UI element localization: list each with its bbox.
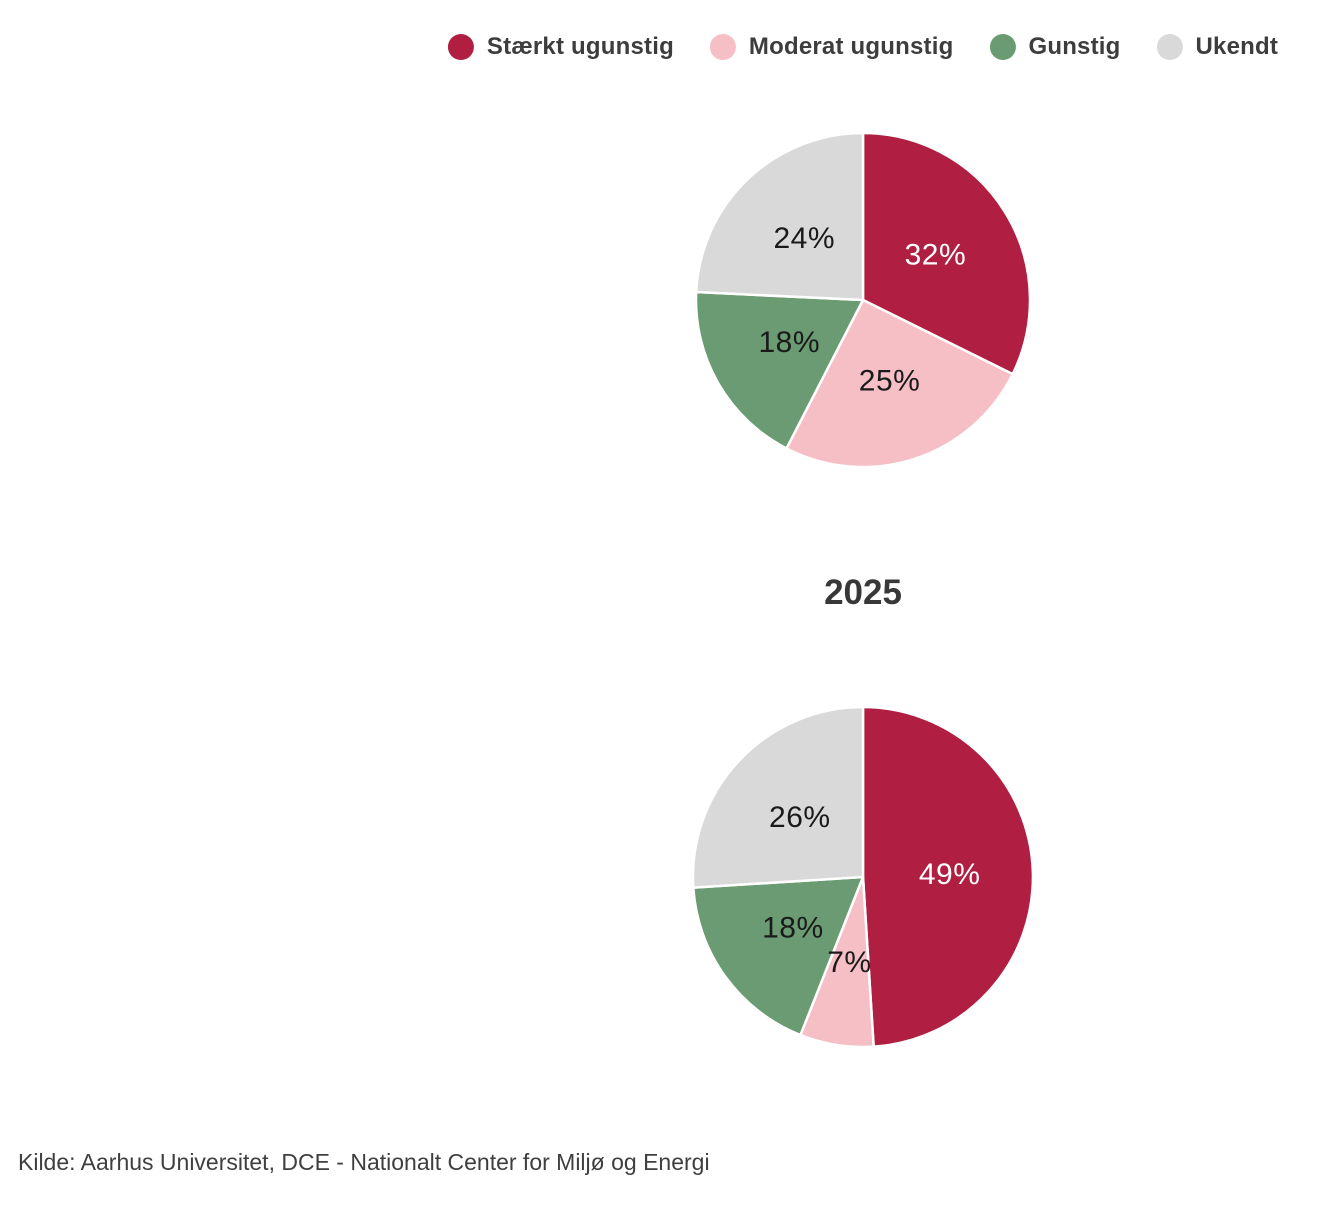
source-credit: Kilde: Aarhus Universitet, DCE - Nationa…: [18, 1149, 710, 1175]
legend-item-st-rkt-ugunstig: Stærkt ugunstig: [447, 33, 674, 61]
pie-slice-label: 18%: [762, 911, 824, 944]
pie-slice-label: 7%: [827, 946, 871, 979]
legend-label: Moderat ugunstig: [748, 33, 954, 60]
legend-label: Ukendt: [1195, 33, 1279, 60]
pie-slice-label: 32%: [905, 239, 967, 272]
legend-swatch-icon: [709, 34, 736, 60]
pie-chart-2025: 49% 7%18% 26%: [693, 707, 1033, 1047]
legend-swatch-icon: [989, 34, 1016, 60]
chart-legend: Stærkt ugunstig Moderat ugunstig Gunstig Uk…: [447, 33, 1279, 61]
pie-slice-ukendt[interactable]: [696, 133, 865, 302]
legend-swatch-icon: [447, 34, 474, 60]
legend-item-gunstig: Gunstig: [989, 33, 1120, 61]
pie-slice-gunstig[interactable]: [696, 290, 865, 450]
legend-label: Stærkt ugunstig: [486, 33, 674, 60]
pie-slice-label: 26%: [769, 801, 831, 834]
pie-slice-ukendt[interactable]: [693, 707, 865, 889]
pie-slice-label: 49%: [919, 858, 981, 891]
legend-swatch-icon: [1156, 34, 1183, 60]
pie-slice-label: 25%: [859, 364, 921, 397]
pie-slice-st-rkt-ugunstig[interactable]: [861, 707, 1033, 1047]
pie-slice-st-rkt-ugunstig[interactable]: [861, 133, 1030, 376]
pie-slice-gunstig[interactable]: [693, 875, 865, 1037]
legend-label: Gunstig: [1028, 33, 1121, 60]
legend-item-moderat-ugunstig: Moderat ugunstig: [709, 33, 954, 61]
pie-chart-top: 32% 25% 18% 24%: [696, 133, 1030, 467]
pie-slice-moderat-ugunstig[interactable]: [785, 298, 1014, 467]
legend-item-ukendt: Ukendt: [1156, 33, 1279, 61]
pie-slice-label: 24%: [773, 222, 835, 255]
pie-slice-label: 18%: [758, 326, 820, 359]
section-title-year: 2025: [824, 573, 902, 612]
